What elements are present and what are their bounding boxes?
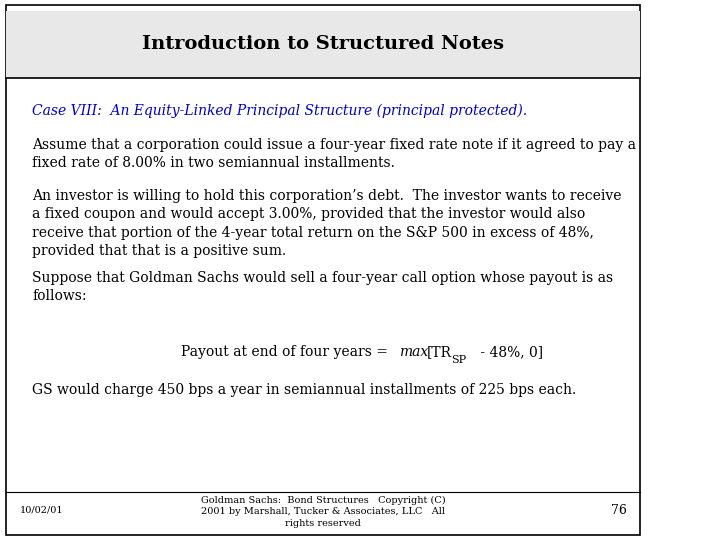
Text: SP: SP	[451, 355, 466, 365]
Text: 10/02/01: 10/02/01	[19, 506, 63, 515]
Text: Assume that a corporation could issue a four-year fixed rate note if it agreed t: Assume that a corporation could issue a …	[32, 138, 636, 170]
Text: GS would charge 450 bps a year in semiannual installments of 225 bps each.: GS would charge 450 bps a year in semian…	[32, 383, 577, 397]
Text: Case VIII:  An Equity-Linked Principal Structure (principal protected).: Case VIII: An Equity-Linked Principal St…	[32, 104, 528, 118]
Text: Suppose that Goldman Sachs would sell a four-year call option whose payout is as: Suppose that Goldman Sachs would sell a …	[32, 271, 613, 303]
Text: An investor is willing to hold this corporation’s debt.  The investor wants to r: An investor is willing to hold this corp…	[32, 189, 622, 258]
Text: Goldman Sachs:  Bond Structures   Copyright (C)
2001 by Marshall, Tucker & Assoc: Goldman Sachs: Bond Structures Copyright…	[201, 496, 446, 528]
FancyBboxPatch shape	[6, 5, 639, 535]
Text: Payout at end of four years =: Payout at end of four years =	[181, 345, 392, 359]
FancyBboxPatch shape	[6, 11, 639, 78]
Text: [TR: [TR	[426, 345, 451, 359]
Text: Introduction to Structured Notes: Introduction to Structured Notes	[142, 35, 504, 53]
Text: max: max	[400, 345, 428, 359]
Text: 76: 76	[611, 504, 626, 517]
Text: - 48%, 0]: - 48%, 0]	[475, 345, 543, 359]
